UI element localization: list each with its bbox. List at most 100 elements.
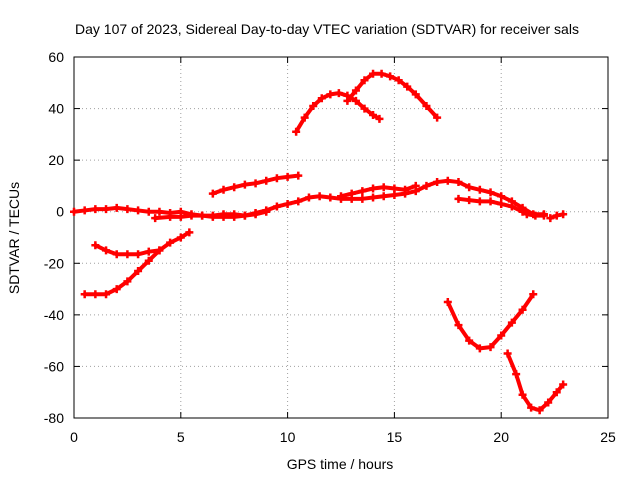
data-point [230, 212, 239, 221]
data-point [91, 205, 100, 214]
data-point [80, 290, 89, 299]
data-point [123, 205, 132, 214]
chart-title: Day 107 of 2023, Sidereal Day-to-day VTE… [75, 21, 579, 37]
data-point [326, 90, 335, 99]
data-point [433, 178, 442, 187]
data-point [151, 214, 160, 223]
data-point [503, 349, 512, 358]
data-point [262, 176, 271, 185]
data-point [379, 183, 388, 192]
y-tick-label: 60 [48, 49, 64, 65]
data-point [377, 69, 386, 78]
data-points [70, 69, 568, 415]
data-point [475, 197, 484, 206]
data-point [283, 172, 292, 181]
data-point [283, 199, 292, 208]
data-point [144, 256, 153, 265]
data-point [294, 171, 303, 180]
data-point [166, 238, 175, 247]
data-point [559, 380, 568, 389]
data-point [80, 206, 89, 215]
data-point [518, 390, 527, 399]
data-series [151, 207, 271, 223]
data-point [292, 127, 301, 136]
data-point [347, 189, 356, 198]
data-point [198, 211, 207, 220]
data-point [134, 250, 143, 259]
axis-ticks: 0 5 10 15 20 25 60 40 20 0 -20 -40 -60 -80 [44, 49, 616, 445]
data-point [208, 189, 217, 198]
data-point [144, 207, 153, 216]
data-series [522, 210, 548, 220]
data-point [337, 192, 345, 201]
y-tick-label: -40 [44, 307, 64, 323]
data-point [262, 207, 271, 216]
data-point [351, 86, 360, 95]
data-point [535, 406, 544, 415]
data-point [386, 72, 395, 81]
data-point [539, 211, 548, 220]
data-point [497, 331, 506, 340]
y-tick-label: 20 [48, 152, 64, 168]
data-point [433, 113, 442, 122]
data-point [512, 370, 521, 379]
data-point [486, 197, 495, 206]
data-point [486, 188, 495, 197]
data-point [166, 212, 175, 221]
x-tick-label: 5 [177, 429, 185, 445]
data-point [529, 290, 538, 299]
y-tick-label: -80 [44, 410, 64, 426]
data-point [351, 96, 360, 105]
data-point [379, 192, 388, 201]
data-point [531, 211, 540, 220]
data-point [219, 212, 228, 221]
data-series [292, 89, 384, 136]
data-point [112, 203, 121, 212]
data-point [522, 210, 531, 219]
data-point [326, 193, 335, 202]
plot-frame [73, 56, 609, 419]
data-point [123, 250, 132, 259]
y-axis-label: SDTVAR / TECUs [6, 182, 22, 294]
data-series [443, 290, 538, 353]
x-axis-label: GPS time / hours [287, 456, 394, 472]
data-point [403, 82, 412, 91]
x-tick-label: 0 [70, 429, 78, 445]
data-point [559, 210, 568, 219]
data-point [187, 211, 196, 220]
data-point [454, 194, 463, 203]
data-point [360, 76, 369, 85]
data-point [343, 96, 352, 105]
data-point [230, 183, 239, 192]
data-point [518, 207, 527, 216]
data-point [454, 178, 463, 187]
y-tick-label: -20 [44, 255, 64, 271]
y-tick-label: -60 [44, 358, 64, 374]
data-point [369, 111, 378, 120]
data-point [317, 94, 326, 103]
data-point [369, 193, 378, 202]
data-point [546, 214, 555, 223]
data-point [552, 211, 561, 220]
data-point [360, 104, 369, 113]
data-point [91, 290, 100, 299]
data-point [358, 194, 367, 203]
data-series [343, 69, 442, 122]
data-point [240, 211, 249, 220]
data-point [102, 246, 111, 255]
data-point [475, 185, 484, 194]
data-point [309, 101, 318, 110]
data-point [507, 318, 516, 327]
x-tick-label: 25 [600, 429, 616, 445]
x-tick-label: 15 [387, 429, 403, 445]
data-point [475, 344, 484, 353]
data-point [497, 192, 506, 201]
data-point [334, 89, 343, 98]
data-point [300, 113, 309, 122]
data-point [123, 277, 132, 286]
data-point [422, 181, 431, 190]
data-point [375, 114, 384, 123]
data-point [422, 101, 431, 110]
